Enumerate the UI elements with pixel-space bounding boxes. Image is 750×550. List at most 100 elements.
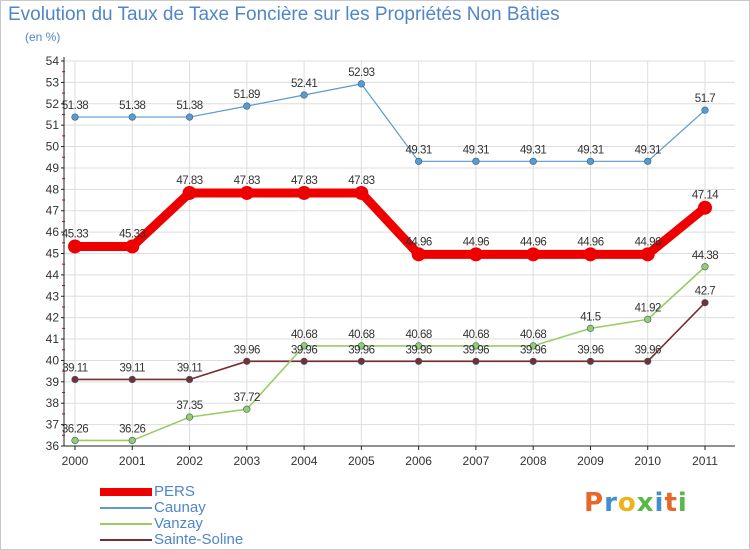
legend-swatch-sainte-soline xyxy=(100,539,152,541)
data-point-caunay xyxy=(71,113,79,121)
data-label: 47.14 xyxy=(692,190,719,202)
y-tick-label: 37 xyxy=(46,418,60,432)
data-point-sainte-soline xyxy=(243,357,251,365)
data-point-sainte-soline xyxy=(586,357,595,365)
data-point-vanzay xyxy=(415,342,423,350)
x-tick-label: 2009 xyxy=(577,454,604,468)
data-label: 49.31 xyxy=(577,144,603,156)
data-label: 37.72 xyxy=(234,392,260,404)
x-tick-label: 2003 xyxy=(233,454,260,468)
data-label: 52.93 xyxy=(348,67,374,79)
data-point-sainte-soline xyxy=(701,299,709,307)
data-label: 51.38 xyxy=(62,100,88,112)
y-tick-label: 45 xyxy=(46,247,60,261)
y-tick-label: 40 xyxy=(46,353,60,367)
data-label: 42.7 xyxy=(695,286,715,298)
data-point-pers xyxy=(182,185,197,200)
y-tick-label: 50 xyxy=(46,140,60,154)
data-label: 44.96 xyxy=(463,236,489,248)
data-point-caunay xyxy=(472,157,480,165)
logo-letter: o xyxy=(617,488,637,518)
data-point-vanzay xyxy=(701,263,709,271)
data-label: 39.96 xyxy=(405,344,431,356)
data-label: 39.96 xyxy=(577,344,603,356)
x-tick-label: 2011 xyxy=(692,454,718,468)
data-label: 39.96 xyxy=(635,344,661,356)
data-point-caunay xyxy=(128,113,136,121)
data-point-sainte-soline xyxy=(472,357,480,365)
data-point-pers xyxy=(468,247,483,262)
data-point-pers xyxy=(297,185,312,200)
data-label: 44.96 xyxy=(635,236,661,248)
data-point-sainte-soline xyxy=(415,357,423,365)
data-point-sainte-soline xyxy=(357,357,365,365)
data-label: 39.96 xyxy=(520,344,546,356)
x-tick-label: 2010 xyxy=(634,454,661,468)
data-label: 39.11 xyxy=(62,362,88,374)
data-point-pers xyxy=(239,185,254,200)
data-label: 39.11 xyxy=(177,362,203,374)
y-tick-label: 52 xyxy=(46,97,60,111)
data-label: 44.38 xyxy=(692,250,718,262)
data-label: 39.96 xyxy=(234,344,260,356)
data-label: 40.68 xyxy=(291,329,317,341)
legend-label-vanzay: Vanzay xyxy=(154,515,203,532)
data-label: 51.89 xyxy=(234,89,260,101)
data-point-sainte-soline xyxy=(128,375,136,384)
data-label: 37.35 xyxy=(176,400,202,412)
data-point-caunay xyxy=(243,102,251,110)
x-tick-label: 2000 xyxy=(62,454,89,468)
data-label: 44.96 xyxy=(577,236,603,248)
data-point-pers xyxy=(354,185,369,200)
data-label: 39.11 xyxy=(120,362,146,374)
data-label: 41.92 xyxy=(635,302,661,314)
data-label: 45.33 xyxy=(119,228,145,240)
y-tick-label: 44 xyxy=(46,268,60,282)
data-point-caunay xyxy=(586,157,595,165)
data-point-vanzay xyxy=(357,342,365,350)
data-label: 47.83 xyxy=(291,175,317,187)
data-point-pers xyxy=(68,239,82,254)
data-label: 36.26 xyxy=(62,423,88,435)
data-label: 47.83 xyxy=(234,175,260,187)
data-label: 49.31 xyxy=(463,144,489,156)
data-point-sainte-soline xyxy=(644,357,652,365)
data-point-sainte-soline xyxy=(71,375,79,384)
chart-title: Evolution du Taux de Taxe Foncière sur l… xyxy=(8,4,560,25)
data-label: 40.68 xyxy=(405,329,431,341)
data-point-vanzay xyxy=(300,342,308,350)
legend-swatch-pers xyxy=(100,488,152,496)
logo-letter: i xyxy=(677,488,688,518)
data-label: 39.96 xyxy=(463,344,489,356)
series-line-caunay xyxy=(74,83,706,162)
data-point-sainte-soline xyxy=(185,375,194,384)
y-tick-label: 36 xyxy=(46,439,60,453)
x-tick-label: 2002 xyxy=(176,454,203,468)
data-label: 51.7 xyxy=(695,93,715,105)
data-label: 40.68 xyxy=(520,329,546,341)
y-tick-label: 53 xyxy=(46,75,60,89)
data-label: 41.5 xyxy=(580,311,600,323)
data-label: 47.83 xyxy=(176,175,202,187)
data-point-caunay xyxy=(185,113,194,121)
data-label: 36.26 xyxy=(119,423,145,435)
data-point-vanzay xyxy=(472,342,480,350)
x-tick-label: 2008 xyxy=(520,454,547,468)
data-label: 44.96 xyxy=(520,236,546,248)
data-label: 51.38 xyxy=(119,100,145,112)
y-tick-label: 49 xyxy=(46,161,60,175)
data-point-vanzay xyxy=(185,413,194,421)
logo-letter: i xyxy=(654,488,665,518)
data-label: 49.31 xyxy=(520,144,546,156)
series-line-vanzay xyxy=(74,265,706,442)
data-label: 40.68 xyxy=(348,329,374,341)
y-tick-label: 41 xyxy=(46,332,60,346)
data-label: 40.68 xyxy=(463,329,489,341)
y-tick-label: 38 xyxy=(46,396,60,410)
y-tick-label: 47 xyxy=(46,204,60,218)
series-line-sainte-soline xyxy=(74,301,706,381)
x-tick-label: 2004 xyxy=(291,454,318,468)
series-line-pers xyxy=(70,188,710,259)
legend-label-sainte-soline: Sainte-Soline xyxy=(154,531,244,548)
